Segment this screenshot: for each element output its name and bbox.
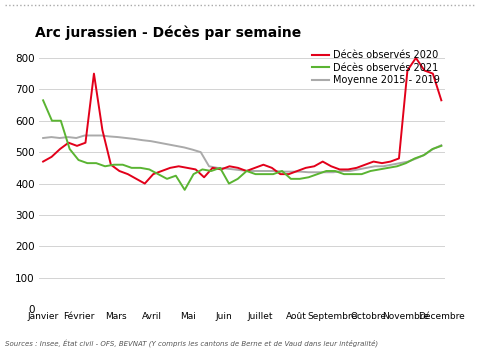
Text: Sources : Insee, État civil - OFS, BEVNAT (Y compris les cantons de Berne et de : Sources : Insee, État civil - OFS, BEVNA…: [5, 340, 378, 348]
Text: Arc jurassien - Décès par semaine: Arc jurassien - Décès par semaine: [36, 26, 302, 40]
Legend: Décès observés 2020, Décès observés 2021, Moyenne 2015 - 2019: Décès observés 2020, Décès observés 2021…: [312, 50, 440, 85]
